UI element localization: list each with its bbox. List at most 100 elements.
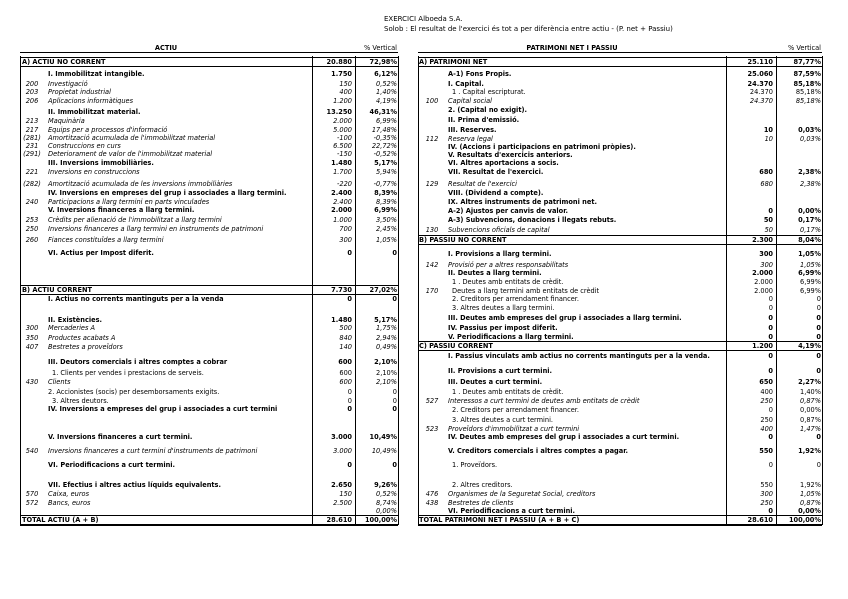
account-code: 112 [425,135,439,143]
row-label: C) PASSIU CORRENT [419,342,493,350]
amount: 2.000 [754,278,773,286]
rule [822,56,823,525]
row-label: Propietat industrial [48,88,111,96]
row-label: III. Deutes amb empreses del grup i asso… [448,314,682,322]
amount: 3.000 [333,447,352,455]
account-code: 438 [425,499,439,507]
amount: 28.610 [326,516,352,524]
row-label: Equips per a processos d'informació [48,126,168,134]
percentage: 6,99% [800,278,821,286]
account-code: 253 [25,216,39,224]
percentage: -0,35% [373,134,397,142]
page-title: EXERCICI Alboeda S.A. [384,15,463,23]
row-label: Inversions en construccions [48,168,140,176]
row-label: IX. Altres instruments de patrimoni net. [448,198,597,206]
percentage: 0,87% [800,499,821,507]
row-label: 3. Altres deutes a curt termini. [452,416,553,424]
account-code: 570 [25,490,39,498]
row-label: 3. Altres deutes a llarg termini. [452,304,555,312]
row-label: 1. Clients per vendes i prestacions de s… [52,369,204,377]
percentage: 0 [816,304,821,312]
row-label: Maquinària [48,117,85,125]
row-label: Construccions en curs [48,142,121,150]
amount: 3.000 [331,433,352,441]
account-code: 250 [25,225,39,233]
row-label: TOTAL ACTIU (A + B) [22,516,99,524]
row-label: A-2) Ajustos per canvis de valor. [448,207,569,215]
row-label: III. Reserves. [448,126,497,134]
percentage: 0,52% [376,80,397,88]
account-code: 407 [25,343,39,351]
row-label: A-3) Subvencions, donacions i llegats re… [448,216,617,224]
amount: 1.200 [752,342,773,350]
account-code: 100 [425,97,439,105]
amount: 0 [768,304,773,312]
amount: 600 [338,358,352,366]
row-label: I. Capital. [448,80,484,88]
amount: 0 [768,352,773,360]
amount: 25.110 [747,58,773,66]
section-box [20,515,399,525]
percentage: 0 [816,295,821,303]
percentage: 1,05% [798,250,821,258]
percentage: 2,38% [800,180,821,188]
row-label: V. Inversions financeres a llarg termini… [48,206,195,214]
percentage: 0 [392,388,397,396]
amount: 2.500 [333,499,352,507]
amount: 10 [764,135,773,143]
row-label: A) ACTIU NO CORRENT [22,58,106,66]
row-label: Fiances constituïdes a llarg termini [48,236,164,244]
account-code: 430 [25,378,39,386]
amount: 0 [768,433,773,441]
percentage: 8,39% [374,189,397,197]
percentage: 0 [816,367,821,375]
percentage: 100,00% [788,516,821,524]
amount: 2.300 [752,236,773,244]
amount: 300 [760,261,773,269]
account-code: 213 [25,117,39,125]
row-label: Amortització acumulada de l'immobilitzat… [48,134,216,142]
row-label: Organismes de la Seguretat Social, credi… [448,490,596,498]
percentage: 9,26% [374,481,397,489]
row-label: IV. Inversions en empreses del grup i as… [48,189,287,197]
percentage: 1,05% [800,490,821,498]
row-label: V. Inversions financeres a curt termini. [48,433,193,441]
row-label: Mercaderies A [48,324,96,332]
section-box [20,285,399,295]
amount: 150 [339,490,352,498]
amount: 1.750 [331,70,352,78]
percentage: 100,00% [364,516,397,524]
row-label: Clients [48,378,71,386]
row-label: 1 . Capital escripturat. [452,88,526,96]
row-label: VI. Actius per Impost diferit. [48,249,154,257]
row-label: II. Provisions a curt termini. [448,367,553,375]
amount: 550 [759,447,773,455]
percentage: 2,10% [376,369,397,377]
amount: -150 [337,150,352,158]
row-label: TOTAL PATRIMONI NET I PASSIU (A + B + C) [419,516,580,524]
row-label: VIII. (Dividend a compte). [448,189,544,197]
account-code: 129 [425,180,439,188]
account-code: 527 [425,397,439,405]
account-code: 217 [25,126,39,134]
amount: 840 [339,334,352,342]
rule [418,525,822,526]
account-code: (282) [23,180,41,188]
percentage: 2,38% [798,168,821,176]
rule [355,56,356,525]
amount: 400 [760,425,773,433]
percentage: -0,52% [373,150,397,158]
percentage: 0 [392,295,397,303]
amount: 2.000 [331,206,352,214]
percentage: 27,02% [369,286,397,294]
percentage: 1,40% [800,388,821,396]
percentage: 6,99% [374,206,397,214]
amount: 0 [768,333,773,341]
row-label: I. Passius vinculats amb actius no corre… [448,352,710,360]
amount: 25.060 [747,70,773,78]
percentage: 72,98% [369,58,397,66]
row-label: Bestretes a proveïdors [48,343,123,351]
amount: 0 [768,295,773,303]
percentage: 0 [816,352,821,360]
row-label: 1 . Deutes amb entitats de crèdit. [452,278,564,286]
